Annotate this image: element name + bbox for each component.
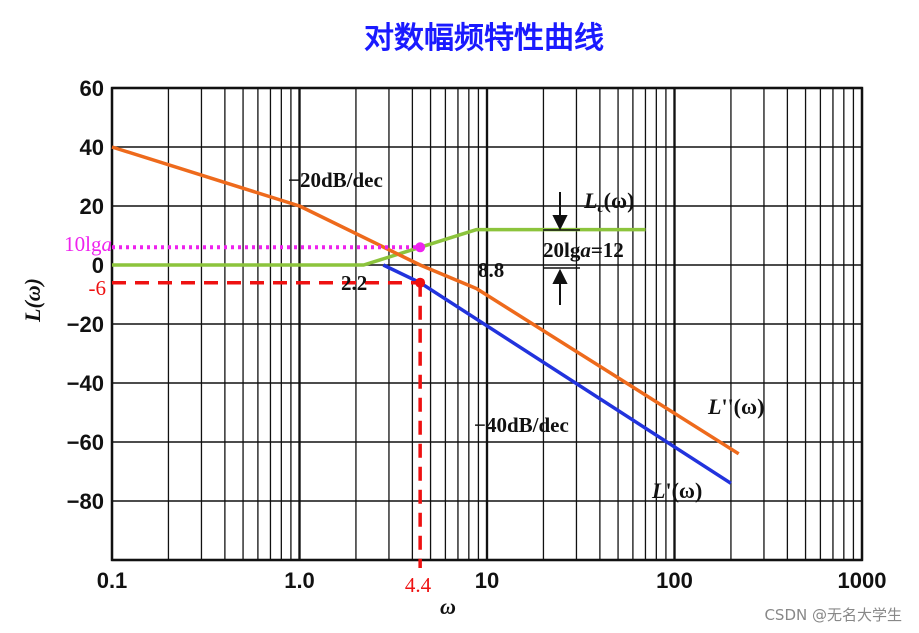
x-tick-label: 10 — [475, 568, 499, 593]
svg-text:L(ω): L(ω) — [20, 278, 45, 323]
chart-title: 对数幅频特性曲线 — [364, 21, 604, 56]
series-line-L-prime — [382, 263, 732, 485]
y-tick-label: 0 — [92, 253, 104, 278]
gain-arrows — [543, 192, 580, 305]
x-tick-label: 100 — [656, 568, 693, 593]
red-y-label: -6 — [89, 276, 107, 300]
gain-annotation: 20lga=12 — [543, 238, 624, 262]
corner-label-8-8: 8.8 — [478, 258, 504, 282]
series-label-L-prime: L'(ω) — [651, 478, 702, 503]
corner-label-2-2: 2.2 — [341, 271, 367, 295]
plot-frame — [110, 86, 864, 562]
series-label-Lc: Lc(ω) — [583, 188, 634, 216]
y-tick-label: −20 — [67, 312, 104, 337]
slope-annotation-40: −40dB/dec — [474, 413, 569, 437]
red-marker-dot — [415, 277, 426, 288]
slope-annotation-20: −20dB/dec — [288, 168, 383, 192]
y-tick-label: −80 — [67, 489, 104, 514]
y-axis-label: L(ω) — [20, 278, 45, 323]
grid-lines — [110, 86, 864, 562]
magenta-y-label: 10lga — [64, 232, 112, 256]
watermark: CSDN @无名大学生 — [764, 606, 902, 624]
red-x-label: 4.4 — [405, 573, 432, 597]
series-layer — [111, 145, 740, 485]
x-tick-label: 1.0 — [284, 568, 315, 593]
y-tick-label: 40 — [80, 135, 104, 160]
x-tick-label: 1000 — [838, 568, 887, 593]
y-tick-label: 60 — [80, 76, 104, 101]
magenta-marker-dot — [415, 242, 426, 253]
y-tick-label: 20 — [80, 194, 104, 219]
x-tick-label: 0.1 — [97, 568, 128, 593]
y-tick-label: −40 — [67, 371, 104, 396]
y-tick-labels: 60 40 20 0 −20 −40 −60 −80 — [67, 76, 104, 514]
marker-guides — [112, 242, 426, 568]
series-line-L-double-prime — [111, 145, 740, 456]
x-axis-label: ω — [440, 594, 456, 619]
series-label-L-double-prime: L''(ω) — [707, 394, 764, 419]
y-tick-label: −60 — [67, 430, 104, 455]
x-tick-labels: 0.1 1.0 10 100 1000 — [97, 568, 887, 593]
